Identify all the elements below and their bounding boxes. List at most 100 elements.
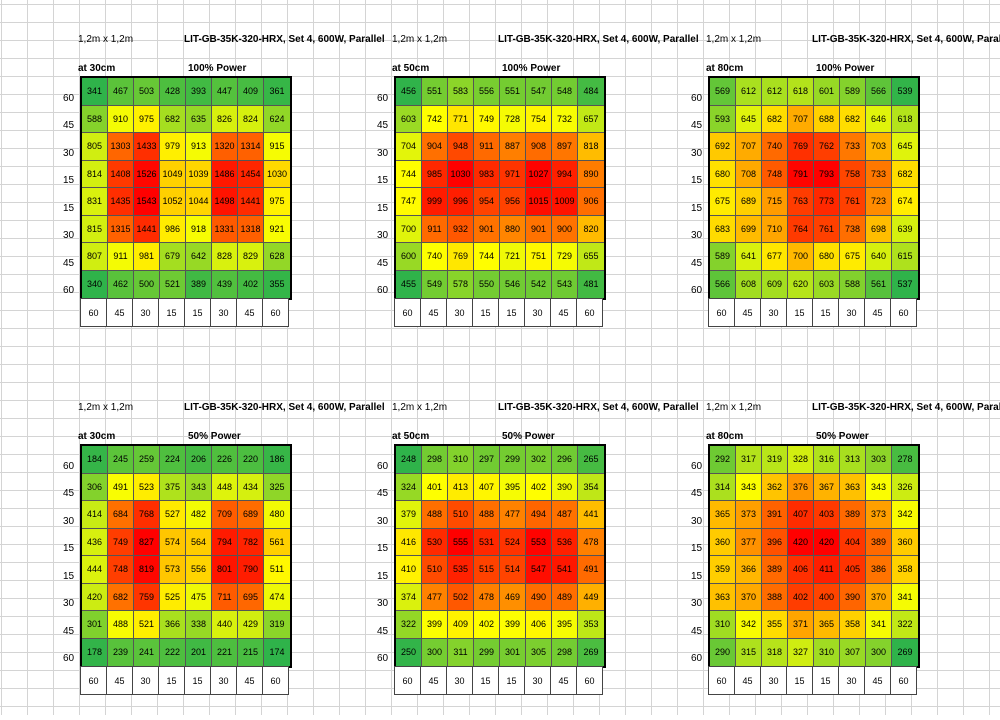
ppfd-cell[interactable]: 475	[186, 583, 212, 611]
ppfd-cell[interactable]: 220	[238, 446, 264, 474]
ppfd-cell[interactable]: 546	[500, 270, 526, 298]
ppfd-cell[interactable]: 910	[108, 105, 134, 133]
ppfd-cell[interactable]: 749	[108, 528, 134, 556]
x-axis-label[interactable]: 15	[499, 299, 525, 327]
ppfd-cell[interactable]: 829	[238, 243, 264, 271]
ppfd-cell[interactable]: 456	[396, 78, 422, 106]
ppfd-cell[interactable]: 901	[474, 215, 500, 243]
x-axis-label[interactable]: 15	[787, 667, 813, 695]
ppfd-cell[interactable]: 749	[474, 105, 500, 133]
ppfd-cell[interactable]: 601	[814, 78, 840, 106]
ppfd-cell[interactable]: 1526	[134, 160, 160, 188]
ppfd-cell[interactable]: 310	[448, 446, 474, 474]
ppfd-cell[interactable]: 374	[396, 583, 422, 611]
ppfd-cell[interactable]: 1408	[108, 160, 134, 188]
ppfd-cell[interactable]: 684	[108, 501, 134, 529]
ppfd-cell[interactable]: 801	[212, 556, 238, 584]
ppfd-cell[interactable]: 758	[840, 160, 866, 188]
ppfd-cell[interactable]: 341	[866, 611, 892, 639]
ppfd-cell[interactable]: 645	[892, 133, 918, 161]
ppfd-cell[interactable]: 880	[500, 215, 526, 243]
x-axis-label[interactable]: 30	[839, 667, 865, 695]
x-axis-label[interactable]: 30	[447, 299, 473, 327]
ppfd-cell[interactable]: 482	[186, 501, 212, 529]
ppfd-cell[interactable]: 363	[840, 473, 866, 501]
ppfd-cell[interactable]: 1320	[212, 133, 238, 161]
ppfd-cell[interactable]: 740	[762, 133, 788, 161]
ppfd-cell[interactable]: 732	[552, 105, 578, 133]
ppfd-cell[interactable]: 376	[788, 473, 814, 501]
ppfd-cell[interactable]: 353	[578, 611, 604, 639]
ppfd-cell[interactable]: 370	[866, 583, 892, 611]
x-axis-label[interactable]: 30	[761, 299, 787, 327]
ppfd-cell[interactable]: 890	[578, 160, 604, 188]
x-axis-label[interactable]: 60	[81, 299, 107, 327]
ppfd-cell[interactable]: 487	[552, 501, 578, 529]
ppfd-cell[interactable]: 979	[160, 133, 186, 161]
ppfd-cell[interactable]: 358	[892, 556, 918, 584]
ppfd-cell[interactable]: 300	[422, 638, 448, 666]
ppfd-cell[interactable]: 1030	[264, 160, 290, 188]
ppfd-cell[interactable]: 224	[160, 446, 186, 474]
ppfd-cell[interactable]: 405	[840, 556, 866, 584]
ppfd-cell[interactable]: 682	[892, 160, 918, 188]
ppfd-cell[interactable]: 326	[892, 473, 918, 501]
ppfd-cell[interactable]: 985	[422, 160, 448, 188]
ppfd-cell[interactable]: 328	[788, 446, 814, 474]
ppfd-cell[interactable]: 521	[160, 270, 186, 298]
x-axis-label[interactable]: 60	[891, 299, 917, 327]
ppfd-cell[interactable]: 698	[866, 215, 892, 243]
ppfd-cell[interactable]: 174	[264, 638, 290, 666]
ppfd-cell[interactable]: 913	[186, 133, 212, 161]
ppfd-cell[interactable]: 1039	[186, 160, 212, 188]
ppfd-cell[interactable]: 388	[762, 583, 788, 611]
ppfd-cell[interactable]: 503	[134, 78, 160, 106]
ppfd-cell[interactable]: 278	[892, 446, 918, 474]
ppfd-cell[interactable]: 322	[892, 611, 918, 639]
x-axis-label[interactable]: 30	[447, 667, 473, 695]
ppfd-cell[interactable]: 406	[788, 556, 814, 584]
ppfd-cell[interactable]: 310	[814, 638, 840, 666]
ppfd-cell[interactable]: 682	[840, 105, 866, 133]
x-axis-label[interactable]: 30	[525, 667, 551, 695]
ppfd-cell[interactable]: 343	[186, 473, 212, 501]
ppfd-cell[interactable]: 901	[526, 215, 552, 243]
ppfd-cell[interactable]: 316	[814, 446, 840, 474]
ppfd-cell[interactable]: 490	[526, 583, 552, 611]
ppfd-cell[interactable]: 771	[448, 105, 474, 133]
ppfd-cell[interactable]: 695	[238, 583, 264, 611]
x-axis-label[interactable]: 45	[237, 667, 263, 695]
ppfd-cell[interactable]: 769	[788, 133, 814, 161]
ppfd-cell[interactable]: 1314	[238, 133, 264, 161]
ppfd-cell[interactable]: 434	[238, 473, 264, 501]
ppfd-cell[interactable]: 524	[500, 528, 526, 556]
ppfd-cell[interactable]: 688	[814, 105, 840, 133]
ppfd-cell[interactable]: 994	[552, 160, 578, 188]
ppfd-cell[interactable]: 975	[264, 188, 290, 216]
ppfd-cell[interactable]: 303	[866, 446, 892, 474]
ppfd-cell[interactable]: 389	[866, 528, 892, 556]
ppfd-cell[interactable]: 341	[892, 583, 918, 611]
ppfd-cell[interactable]: 371	[788, 611, 814, 639]
ppfd-cell[interactable]: 708	[736, 160, 762, 188]
ppfd-cell[interactable]: 733	[840, 133, 866, 161]
ppfd-cell[interactable]: 306	[82, 473, 108, 501]
x-axis-label[interactable]: 15	[499, 667, 525, 695]
ppfd-cell[interactable]: 360	[710, 528, 736, 556]
ppfd-cell[interactable]: 588	[840, 270, 866, 298]
x-axis-label[interactable]: 30	[133, 299, 159, 327]
ppfd-cell[interactable]: 791	[788, 160, 814, 188]
ppfd-cell[interactable]: 620	[788, 270, 814, 298]
ppfd-cell[interactable]: 828	[212, 243, 238, 271]
ppfd-cell[interactable]: 986	[160, 215, 186, 243]
ppfd-cell[interactable]: 1030	[448, 160, 474, 188]
ppfd-cell[interactable]: 738	[840, 215, 866, 243]
ppfd-cell[interactable]: 355	[762, 611, 788, 639]
ppfd-cell[interactable]: 543	[552, 270, 578, 298]
fixture-title[interactable]: LIT-GB-35K-320-HRX, Set 4, 600W, Paralle…	[184, 34, 385, 45]
ppfd-cell[interactable]: 541	[552, 556, 578, 584]
ppfd-cell[interactable]: 365	[814, 611, 840, 639]
ppfd-cell[interactable]: 342	[892, 501, 918, 529]
ppfd-cell[interactable]: 302	[526, 446, 552, 474]
ppfd-cell[interactable]: 310	[710, 611, 736, 639]
